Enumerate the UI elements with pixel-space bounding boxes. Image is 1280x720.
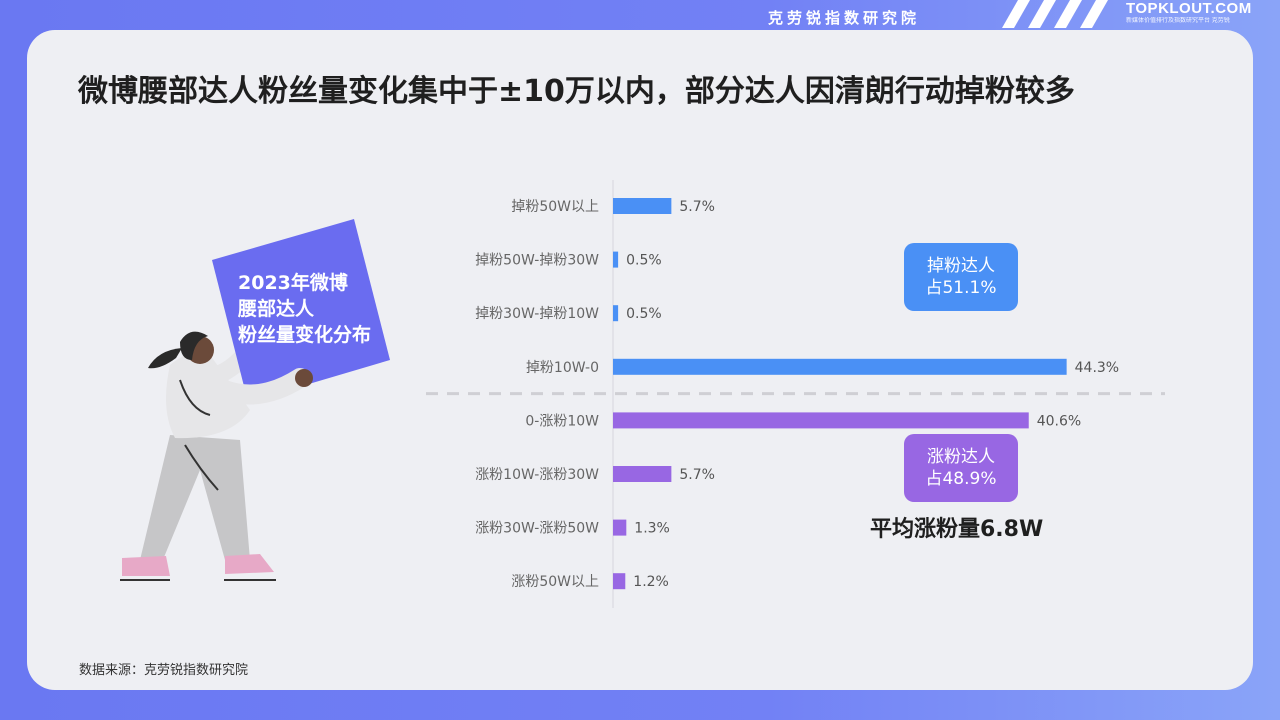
data-source-note: 数据来源：克劳锐指数研究院	[79, 663, 249, 678]
value-label: 5.7%	[679, 467, 715, 483]
loss-callout-label: 掉粉达人	[927, 256, 995, 276]
category-label: 掉粉30W-掉粉10W	[475, 306, 599, 322]
bar	[613, 573, 626, 590]
category-label: 掉粉50W-掉粉30W	[475, 253, 599, 269]
gain-share-callout: 涨粉达人 占48.9%	[904, 434, 1018, 502]
bar	[613, 358, 1067, 375]
category-label: 涨粉10W-涨粉30W	[475, 467, 599, 483]
loss-share-callout: 掉粉达人 占51.1%	[904, 243, 1018, 311]
bar	[613, 305, 619, 322]
page-title: 微博腰部达人粉丝量变化集中于±10万以内，部分达人因清朗行动掉粉较多	[78, 74, 1075, 109]
value-label: 40.6%	[1037, 413, 1081, 429]
logo-subtitle: 新媒体价值排行及指数研究平台	[1126, 18, 1211, 24]
logo-text: TOPKLOUT.COM	[1126, 0, 1252, 17]
category-label: 0-涨粉10W	[525, 413, 599, 429]
value-label: 0.5%	[626, 306, 662, 322]
category-label: 涨粉30W-涨粉50W	[475, 521, 599, 537]
gain-callout-label: 涨粉达人	[927, 447, 995, 467]
bar	[613, 251, 619, 268]
poster-board	[212, 219, 390, 402]
value-label: 1.2%	[633, 574, 669, 590]
header-stripes-decoration	[1002, 0, 1108, 28]
average-gain-text: 平均涨粉量6.8W	[870, 517, 1044, 542]
topklout-logo: TOPKLOUT.COM 新媒体价值排行及指数研究平台 克劳锐	[1126, 1, 1254, 25]
loss-callout-value: 占51.1%	[925, 278, 997, 298]
value-label: 44.3%	[1075, 360, 1119, 376]
institute-name: 克劳锐指数研究院	[768, 9, 921, 27]
category-label: 涨粉50W以上	[511, 574, 599, 590]
poster-line-1: 2023年微博	[238, 272, 348, 294]
bar	[613, 519, 627, 536]
value-label: 1.3%	[634, 521, 670, 537]
poster-line-3: 粉丝量变化分布	[238, 324, 372, 346]
value-label: 5.7%	[679, 199, 715, 215]
gain-callout-value: 占48.9%	[925, 469, 997, 489]
poster-line-2: 腰部达人	[238, 298, 315, 320]
category-label: 掉粉10W-0	[526, 360, 599, 376]
poster-caption: 2023年微博 腰部达人 粉丝量变化分布	[238, 270, 398, 348]
category-label: 掉粉50W以上	[511, 199, 599, 215]
bar	[613, 412, 1029, 429]
logo-cn: 克劳锐	[1211, 18, 1230, 24]
bar	[613, 466, 672, 482]
value-label: 0.5%	[626, 253, 662, 269]
person-holding-poster-illustration	[120, 219, 390, 581]
bar	[613, 198, 672, 214]
